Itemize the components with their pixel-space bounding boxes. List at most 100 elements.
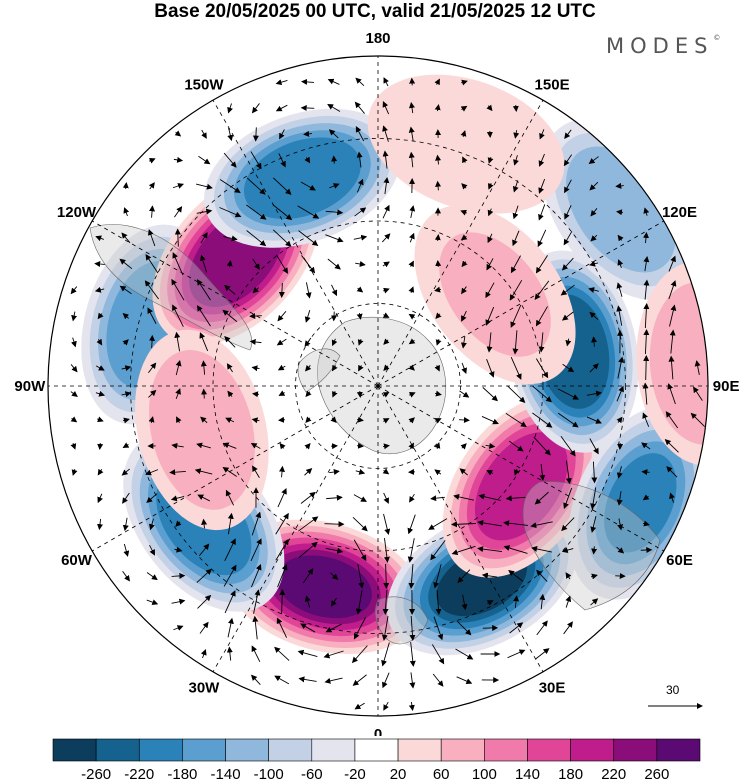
wind-vector (327, 78, 340, 85)
wind-vector (503, 545, 528, 554)
wind-vector (252, 286, 260, 294)
wind-vector (225, 489, 235, 506)
wind-vector (355, 261, 366, 267)
wind-vector (198, 155, 211, 165)
wind-vector (122, 182, 129, 190)
wind-vector (382, 468, 390, 475)
wind-vector (170, 495, 185, 502)
wind-vector (300, 491, 316, 504)
wind-vector (94, 261, 105, 268)
wind-vector (481, 416, 499, 425)
wind-vector (146, 599, 159, 606)
wind-vector (354, 702, 365, 710)
wind-vector (434, 469, 442, 476)
wind-vector (250, 151, 262, 170)
wind-vector (200, 416, 208, 424)
meridian-line (377, 220, 664, 387)
wind-vector (564, 205, 572, 220)
wind-vector (487, 208, 494, 217)
longitude-label: 150E (535, 76, 570, 93)
wind-vector (435, 154, 442, 165)
wind-vector (304, 364, 312, 372)
wind-vector (617, 518, 624, 531)
wind-vector (323, 650, 344, 659)
wind-vector (196, 279, 211, 301)
colorbar-swatch (182, 738, 226, 762)
wind-vector (615, 182, 624, 189)
wind-vector (303, 130, 312, 137)
wind-vector (432, 673, 444, 687)
wind-vector (246, 177, 266, 195)
meridian-line (212, 100, 379, 387)
wind-vector (408, 338, 416, 345)
wind-vector (557, 388, 579, 400)
wind-vector (252, 465, 260, 478)
wind-vector (535, 255, 548, 274)
wind-vector (97, 468, 104, 476)
wind-vector (562, 363, 575, 373)
wind-vector (222, 442, 237, 449)
wind-vector (199, 621, 209, 634)
wind-vector (94, 286, 105, 293)
colorbar-tick-label: -220 (124, 766, 154, 783)
wind-vector (330, 572, 339, 580)
wind-vector (616, 546, 625, 554)
wind-vector (461, 310, 467, 322)
colorbar-tick-label: -180 (167, 766, 197, 783)
wind-vector (642, 494, 650, 501)
wind-vector (408, 286, 415, 293)
wind-vector (197, 494, 210, 502)
wind-vector (461, 260, 468, 268)
wind-vector (304, 310, 311, 323)
wind-vector (356, 286, 364, 293)
wind-vector (507, 385, 526, 403)
wind-vector (664, 439, 679, 453)
wind-vector (433, 616, 444, 641)
wind-vector (382, 101, 390, 115)
wind-vector (196, 305, 211, 327)
wind-vector (591, 461, 598, 484)
wind-vector (591, 546, 598, 555)
wind-vector (122, 417, 130, 424)
wind-vector (119, 258, 133, 270)
wind-vector (171, 442, 184, 449)
wind-vector (430, 540, 446, 561)
wind-vector (330, 416, 337, 423)
wind-vector (409, 642, 416, 667)
wind-vector (279, 465, 286, 478)
wind-vector (96, 338, 103, 346)
wind-vector (478, 493, 501, 501)
wind-vector (172, 252, 184, 276)
wind-vector (279, 589, 286, 615)
wind-vector (148, 362, 157, 374)
wind-vector (201, 388, 208, 399)
wind-vector (589, 363, 599, 373)
wind-vector (617, 234, 624, 242)
wind-vector (325, 209, 344, 216)
wind-vector (590, 208, 598, 217)
wind-vector (246, 204, 267, 220)
wind-vector (563, 231, 573, 246)
wind-vector (252, 127, 259, 142)
map-title: Base 20/05/2025 00 UTC, valid 21/05/2025… (154, 1, 596, 22)
wind-vector (457, 569, 471, 584)
wind-vector (513, 595, 520, 608)
colorbar-swatch (138, 738, 183, 762)
colorbar-swatch (95, 738, 140, 762)
wind-vector (487, 157, 494, 164)
wind-vector (588, 287, 599, 293)
wind-vector (536, 569, 548, 582)
wind-vector (300, 181, 316, 191)
colorbar-tick-label: 20 (390, 766, 407, 783)
wind-vector (409, 493, 415, 503)
wind-vector (669, 329, 676, 354)
wind-vector (325, 234, 344, 243)
wind-vector (643, 231, 649, 244)
wind-vector (122, 492, 130, 504)
wind-vector (71, 468, 78, 476)
wind-vector (330, 597, 337, 607)
wind-vector (174, 331, 181, 352)
wind-vector (227, 127, 234, 142)
wind-vector (145, 253, 159, 274)
wind-vector (148, 158, 156, 164)
